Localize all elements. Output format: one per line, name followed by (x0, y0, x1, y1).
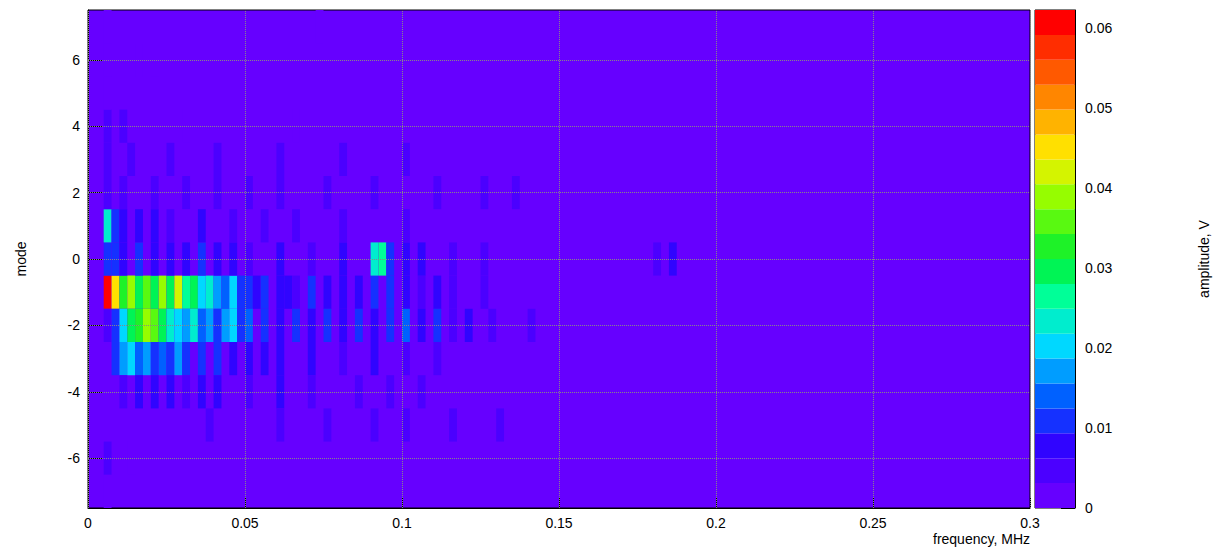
svg-text:frequency, MHz: frequency, MHz (933, 531, 1030, 547)
svg-text:amplitude, V: amplitude, V (1196, 219, 1212, 297)
svg-text:0.3: 0.3 (1020, 515, 1040, 531)
svg-text:-6: -6 (68, 450, 81, 466)
svg-text:2: 2 (72, 185, 80, 201)
svg-text:0.1: 0.1 (392, 515, 412, 531)
svg-text:mode: mode (13, 241, 29, 276)
svg-text:0.05: 0.05 (1085, 100, 1112, 116)
svg-text:4: 4 (72, 118, 80, 134)
svg-text:0: 0 (1085, 500, 1093, 516)
svg-text:0.06: 0.06 (1085, 20, 1112, 36)
svg-text:6: 6 (72, 52, 80, 68)
svg-text:0: 0 (84, 515, 92, 531)
svg-text:-2: -2 (68, 317, 81, 333)
svg-text:0.15: 0.15 (545, 515, 572, 531)
svg-text:0.02: 0.02 (1085, 340, 1112, 356)
svg-text:0.01: 0.01 (1085, 420, 1112, 436)
svg-text:-4: -4 (68, 384, 81, 400)
svg-text:0.04: 0.04 (1085, 180, 1112, 196)
svg-text:0.03: 0.03 (1085, 260, 1112, 276)
svg-text:0: 0 (72, 251, 80, 267)
svg-text:0.05: 0.05 (231, 515, 258, 531)
svg-text:0.2: 0.2 (706, 515, 726, 531)
svg-text:0.25: 0.25 (859, 515, 886, 531)
